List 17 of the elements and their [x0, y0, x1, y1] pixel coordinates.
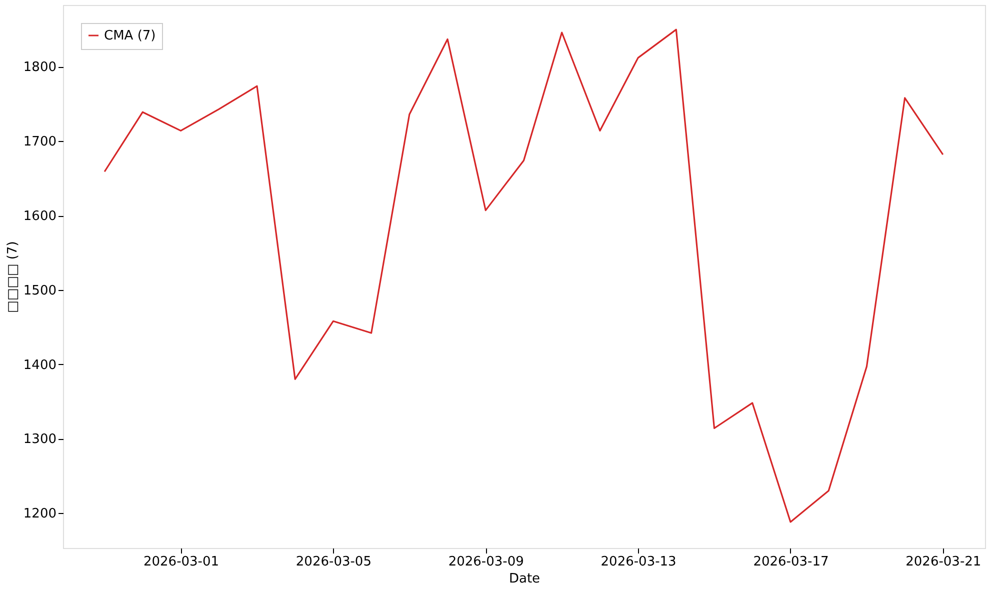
- y-tick-label: 1300: [23, 432, 56, 448]
- y-tick-label: 1800: [23, 60, 56, 76]
- x-tick-label: 2026-03-13: [600, 554, 676, 570]
- y-tick-label: 1200: [23, 506, 56, 522]
- x-tick-label: 2026-03-05: [296, 554, 372, 570]
- x-tick-label: 2026-03-01: [143, 554, 220, 570]
- y-tick-label: 1600: [23, 209, 56, 224]
- y-axis-title: □□□□ (7): [5, 241, 20, 313]
- y-tick-label: 1700: [23, 134, 56, 150]
- x-tick-label: 2026-03-17: [753, 554, 829, 570]
- x-axis-title: Date: [508, 572, 540, 586]
- legend-label: CMA (7): [104, 28, 156, 44]
- y-tick-label: 1400: [23, 358, 56, 373]
- x-tick-label: 2026-03-09: [448, 554, 524, 570]
- y-tick-label: 1500: [23, 283, 56, 298]
- line-series: [104, 28, 944, 523]
- x-tick-label: 2026-03-21: [906, 554, 982, 570]
